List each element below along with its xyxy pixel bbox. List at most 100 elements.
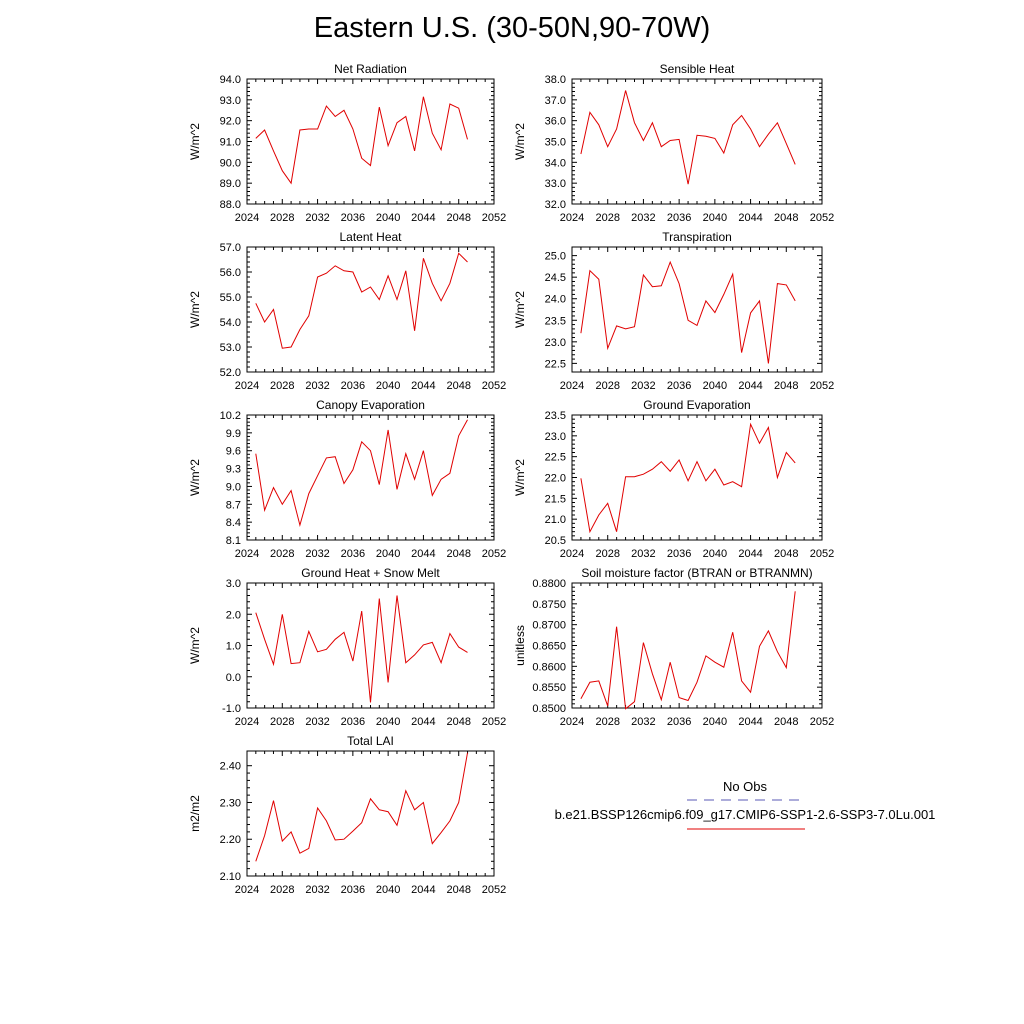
latent-heat-title: Latent Heat <box>339 230 402 244</box>
canopy-evaporation-ytick-label: 9.9 <box>226 428 241 440</box>
soil-moisture-factor-btran-or-btranmn-ytick-label: 0.8750 <box>532 599 566 611</box>
sensible-heat-ytick-label: 32.0 <box>545 199 566 211</box>
transpiration-series-line <box>580 260 796 364</box>
sensible-heat-xtick-label: 2024 <box>560 212 584 224</box>
transpiration-ytick-label: 24.5 <box>545 272 566 284</box>
net-radiation-xtick-label: 2028 <box>270 212 294 224</box>
latent-heat-xtick-label: 2048 <box>446 380 470 392</box>
transpiration-ytick-label: 23.5 <box>545 315 566 327</box>
ground-heat-snow-melt-xtick-label: 2032 <box>305 716 329 728</box>
ground-evaporation-ytick-label: 20.5 <box>545 535 566 547</box>
ground-evaporation-ytick-label: 23.0 <box>545 431 566 443</box>
net-radiation-ytick-label: 93.0 <box>220 95 241 107</box>
canopy-evaporation-xtick-label: 2032 <box>305 548 329 560</box>
canopy-evaporation-xtick-label: 2024 <box>235 548 259 560</box>
sensible-heat-ytick-label: 37.0 <box>545 95 566 107</box>
canopy-evaporation-ytick-label: 9.3 <box>226 464 241 476</box>
net-radiation-series-line <box>255 96 468 185</box>
ground-evaporation-xtick-label: 2036 <box>667 548 691 560</box>
soil-moisture-factor-btran-or-btranmn-ytick-label: 0.8500 <box>532 703 566 715</box>
net-radiation-xtick-label: 2032 <box>305 212 329 224</box>
sensible-heat-series-line <box>580 90 796 185</box>
latent-heat-ytick-label: 55.0 <box>220 292 241 304</box>
transpiration-xtick-label: 2028 <box>595 380 619 392</box>
net-radiation-ytick-label: 88.0 <box>220 199 241 211</box>
ground-evaporation-ytick-label: 21.0 <box>545 514 566 526</box>
soil-moisture-factor-btran-or-btranmn-xtick-label: 2048 <box>774 716 798 728</box>
ground-evaporation-xtick-label: 2024 <box>560 548 584 560</box>
canopy-evaporation-xtick-label: 2040 <box>376 548 400 560</box>
net-radiation-ytick-label: 89.0 <box>220 178 241 190</box>
transpiration-xtick-label: 2048 <box>774 380 798 392</box>
sensible-heat-xtick-label: 2052 <box>810 212 834 224</box>
canopy-evaporation-xtick-label: 2036 <box>341 548 365 560</box>
total-lai-xtick-label: 2048 <box>446 884 470 896</box>
transpiration-ytick-label: 25.0 <box>545 251 566 263</box>
canopy-evaporation-ytick-label: 10.2 <box>220 410 241 422</box>
transpiration-ytick-label: 23.0 <box>545 337 566 349</box>
soil-moisture-factor-btran-or-btranmn-title: Soil moisture factor (BTRAN or BTRANMN) <box>581 566 812 580</box>
canopy-evaporation-series-line <box>255 419 468 528</box>
ground-evaporation-series-line <box>580 422 796 534</box>
sensible-heat-ylabel: W/m^2 <box>513 123 527 160</box>
total-lai-xtick-label: 2040 <box>376 884 400 896</box>
canopy-evaporation-xtick-label: 2052 <box>482 548 506 560</box>
ground-heat-snow-melt-xtick-label: 2040 <box>376 716 400 728</box>
total-lai-ytick-label: 2.10 <box>220 871 241 883</box>
sensible-heat-ytick-label: 38.0 <box>545 74 566 86</box>
ground-heat-snow-melt-ytick-label: 1.0 <box>226 641 241 653</box>
transpiration-xtick-label: 2052 <box>810 380 834 392</box>
soil-moisture-factor-btran-or-btranmn-xtick-label: 2044 <box>738 716 762 728</box>
net-radiation-title: Net Radiation <box>334 62 407 76</box>
latent-heat-ytick-label: 56.0 <box>220 267 241 279</box>
net-radiation-xtick-label: 2048 <box>446 212 470 224</box>
transpiration-ytick-label: 22.5 <box>545 358 566 370</box>
sensible-heat-xtick-label: 2036 <box>667 212 691 224</box>
canopy-evaporation-ytick-label: 8.4 <box>226 517 241 529</box>
soil-moisture-factor-btran-or-btranmn-xtick-label: 2028 <box>595 716 619 728</box>
sensible-heat-xtick-label: 2044 <box>738 212 762 224</box>
ground-heat-snow-melt-series-line <box>255 595 468 703</box>
canopy-evaporation-xtick-label: 2048 <box>446 548 470 560</box>
transpiration-ytick-label: 24.0 <box>545 294 566 306</box>
legend-case-label: b.e21.BSSP126cmip6.f09_g17.CMIP6-SSP1-2.… <box>554 807 936 822</box>
ground-heat-snow-melt-xtick-label: 2036 <box>341 716 365 728</box>
sensible-heat-xtick-label: 2048 <box>774 212 798 224</box>
canopy-evaporation-ytick-label: 9.6 <box>226 446 241 458</box>
latent-heat-xtick-label: 2028 <box>270 380 294 392</box>
sensible-heat-title: Sensible Heat <box>660 62 735 76</box>
ground-evaporation-ytick-label: 21.5 <box>545 493 566 505</box>
latent-heat-series-line <box>255 252 468 349</box>
soil-moisture-factor-btran-or-btranmn-ytick-label: 0.8600 <box>532 661 566 673</box>
latent-heat-ytick-label: 54.0 <box>220 317 241 329</box>
sensible-heat-xtick-label: 2040 <box>703 212 727 224</box>
ground-evaporation-ylabel: W/m^2 <box>513 459 527 496</box>
ground-heat-snow-melt-xtick-label: 2052 <box>482 716 506 728</box>
latent-heat-xtick-label: 2024 <box>235 380 259 392</box>
canopy-evaporation-ytick-label: 8.1 <box>226 535 241 547</box>
ground-heat-snow-melt-ytick-label: 2.0 <box>226 609 241 621</box>
transpiration-xtick-label: 2044 <box>738 380 762 392</box>
soil-moisture-factor-btran-or-btranmn-series-line <box>580 591 796 710</box>
net-radiation-xtick-label: 2040 <box>376 212 400 224</box>
ground-evaporation-xtick-label: 2052 <box>810 548 834 560</box>
latent-heat-xtick-label: 2044 <box>411 380 435 392</box>
net-radiation-xtick-label: 2024 <box>235 212 259 224</box>
soil-moisture-factor-btran-or-btranmn-ytick-label: 0.8800 <box>532 578 566 590</box>
total-lai-xtick-label: 2032 <box>305 884 329 896</box>
ground-heat-snow-melt-xtick-label: 2024 <box>235 716 259 728</box>
ground-evaporation-xtick-label: 2048 <box>774 548 798 560</box>
net-radiation-ytick-label: 90.0 <box>220 157 241 169</box>
soil-moisture-factor-btran-or-btranmn-xtick-label: 2052 <box>810 716 834 728</box>
legend-obs-label: No Obs <box>722 779 768 794</box>
soil-moisture-factor-btran-or-btranmn-xtick-label: 2024 <box>560 716 584 728</box>
ground-heat-snow-melt-xtick-label: 2048 <box>446 716 470 728</box>
total-lai-ytick-label: 2.20 <box>220 834 241 846</box>
soil-moisture-factor-btran-or-btranmn-ylabel: unitless <box>513 625 527 666</box>
transpiration-xtick-label: 2032 <box>631 380 655 392</box>
canopy-evaporation-ylabel: W/m^2 <box>188 459 202 496</box>
net-radiation-ytick-label: 94.0 <box>220 74 241 86</box>
transpiration-xtick-label: 2024 <box>560 380 584 392</box>
transpiration-xtick-label: 2040 <box>703 380 727 392</box>
